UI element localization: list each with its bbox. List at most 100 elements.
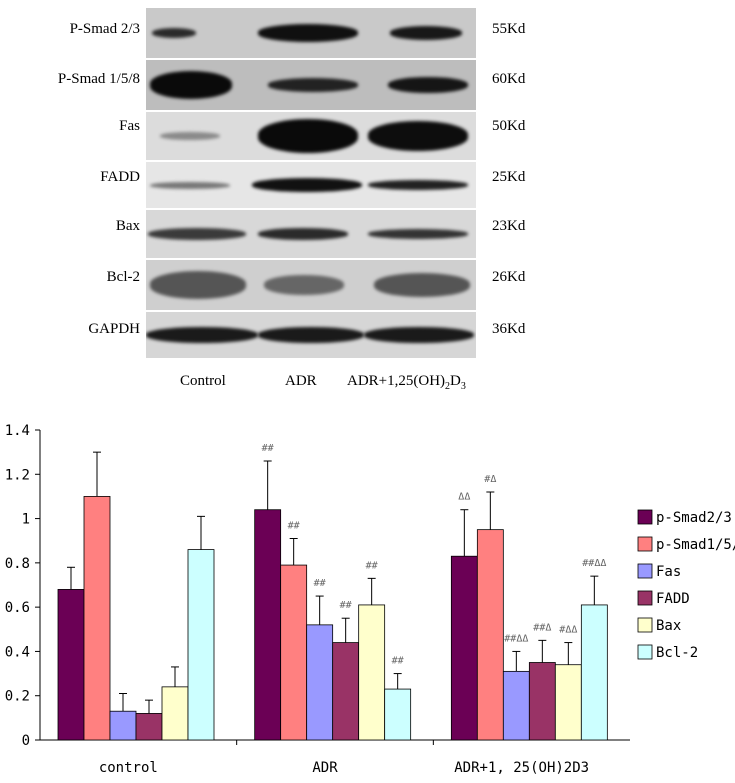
lane-label-adr: ADR <box>285 373 317 389</box>
significance-marker: #ΔΔ <box>559 625 577 636</box>
blot-panel-1 <box>146 60 476 110</box>
lane-label-control: Control <box>180 373 226 389</box>
blot-panel-0 <box>146 8 476 58</box>
significance-marker: ## <box>262 443 274 454</box>
blot-row-label: Fas <box>119 118 140 134</box>
x-category-label: ADR+1, 25(OH)2D3 <box>454 760 589 776</box>
blot-row-label: P-Smad 1/5/8 <box>57 71 140 87</box>
blot-kd-label: 25Kd <box>492 169 526 185</box>
lane3-sub1: 2 <box>445 381 451 392</box>
y-tick-label: 1 <box>22 512 30 528</box>
lane3-sub2: 3 <box>460 381 466 392</box>
x-category-label: control <box>99 760 158 776</box>
blot-row-label: P-Smad 2/3 <box>69 21 140 37</box>
blot-band <box>368 229 468 239</box>
legend-swatch <box>637 536 653 552</box>
legend-label: Bax <box>656 618 681 634</box>
blot-row-label: Bax <box>115 218 140 234</box>
blot-band <box>364 327 474 343</box>
bar <box>358 604 386 741</box>
bar <box>332 642 360 741</box>
blot-band <box>258 228 348 240</box>
significance-marker: ##ΔΔ <box>504 633 528 644</box>
y-tick-label: 0.4 <box>5 644 30 660</box>
bar <box>384 688 412 741</box>
blot-band <box>264 275 344 295</box>
blot-band <box>146 327 258 343</box>
lane3-mid: D <box>450 373 461 389</box>
bar <box>109 710 137 741</box>
blot-band <box>388 77 468 93</box>
blot-kd-label: 26Kd <box>492 269 526 285</box>
legend-swatch <box>637 590 653 606</box>
blot-band <box>160 132 220 140</box>
blot-panel-2 <box>146 112 476 160</box>
blot-kd-label: 36Kd <box>492 321 526 337</box>
blot-band <box>368 180 468 190</box>
blot-panel-5 <box>146 260 476 310</box>
significance-marker: ##Δ <box>533 622 551 633</box>
legend-swatch <box>637 644 653 660</box>
blot-row-label: Bcl-2 <box>106 269 140 285</box>
y-tick-label: 0 <box>22 733 30 749</box>
blot-row-label: GAPDH <box>88 321 140 337</box>
significance-marker: ##ΔΔ <box>582 558 606 569</box>
y-tick-label: 0.2 <box>5 689 30 705</box>
y-tick-label: 1.2 <box>5 467 30 483</box>
bar <box>502 670 530 741</box>
bar <box>476 529 504 741</box>
blot-band <box>150 71 232 99</box>
significance-marker: ## <box>340 600 352 611</box>
y-tick-label: 1.4 <box>5 423 30 439</box>
blot-band <box>152 28 196 38</box>
bar <box>580 604 608 741</box>
significance-marker: ΔΔ <box>458 492 470 503</box>
legend-label: Bcl-2 <box>656 645 698 661</box>
blot-panel-4 <box>146 210 476 258</box>
blot-panel-3 <box>146 162 476 208</box>
y-tick-label: 0.6 <box>5 600 30 616</box>
significance-marker: #Δ <box>484 474 496 485</box>
legend-swatch <box>637 617 653 633</box>
legend-swatch <box>637 509 653 525</box>
blot-band <box>374 273 470 297</box>
blot-kd-label: 55Kd <box>492 21 526 37</box>
bar <box>528 662 556 741</box>
blot-band <box>252 178 362 192</box>
blot-band <box>148 228 246 240</box>
blot-kd-label: 50Kd <box>492 118 526 134</box>
blot-band <box>150 181 230 189</box>
blot-band <box>368 121 468 151</box>
significance-marker: ## <box>314 578 326 589</box>
blot-band <box>150 271 246 299</box>
bar <box>554 664 582 741</box>
blot-kd-label: 23Kd <box>492 218 526 234</box>
legend-swatch <box>637 563 653 579</box>
x-category-label: ADR <box>312 760 338 776</box>
bar <box>57 589 85 741</box>
lane-label-adr-vitd: ADR+1,25(OH)2D3 <box>347 373 466 392</box>
legend-label: FADD <box>656 591 690 607</box>
blot-panel-6 <box>146 312 476 358</box>
bar <box>161 686 189 741</box>
blot-band <box>258 327 364 343</box>
significance-marker: ## <box>392 656 404 667</box>
bar <box>254 509 282 741</box>
significance-marker: ## <box>366 560 378 571</box>
legend-label: p-Smad2/3 <box>656 510 732 526</box>
lane3-prefix: ADR+1,25(OH) <box>347 373 446 389</box>
significance-marker: ## <box>288 521 300 532</box>
blot-band <box>258 119 358 153</box>
bar <box>450 555 478 741</box>
blot-band <box>258 24 358 42</box>
bar <box>135 713 163 741</box>
legend-label: Fas <box>656 564 681 580</box>
blot-band <box>268 78 358 92</box>
bar <box>187 549 215 741</box>
legend-label: p-Smad1/5/8 <box>656 537 735 553</box>
bar <box>83 496 111 741</box>
blot-kd-label: 60Kd <box>492 71 526 87</box>
bar <box>306 624 334 741</box>
bar <box>280 564 308 741</box>
blot-band <box>390 26 462 40</box>
